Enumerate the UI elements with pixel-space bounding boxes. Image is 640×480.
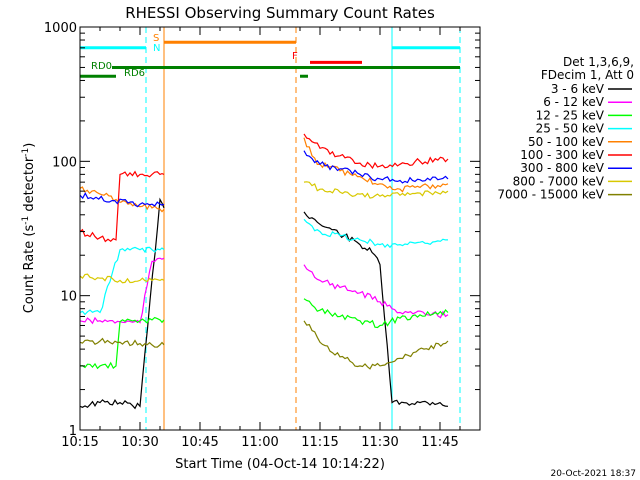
legend-label-0: 3 - 6 keV [551,82,605,96]
series-line-3 [79,218,448,316]
data-series [79,133,449,410]
plot-frame [79,26,481,431]
x-tick-label-1: 10:30 [121,435,158,450]
legend-label-1: 6 - 12 keV [543,95,605,109]
y-tick-label-2: 100 [52,155,77,170]
y-label-part-3: ) [22,143,37,148]
legend-label-7: 800 - 7000 keV [513,174,605,188]
legend: Det 1,3,6,9, FDecim 1, Att 0 3 - 6 keV6 … [497,55,634,202]
legend-label-2: 12 - 25 keV [536,108,605,122]
legend-label-5: 100 - 300 keV [520,148,604,162]
y-label-part-2: detector [22,156,37,216]
vertical-markers [79,27,461,430]
y-label-exp-2: -1 [21,148,31,157]
x-tick-label-5: 11:30 [361,435,398,450]
legend-label-8: 7000 - 15000 keV [497,188,604,202]
axes: 10:15 10:30 10:45 11:00 11:15 11:30 11:45 1 10 10… [44,21,481,450]
series-line-2 [79,298,449,370]
y-tick-label-1: 10 [60,290,77,305]
legend-header-line-2: FDecim 1, Att 0 [541,68,634,82]
series-line-1 [79,257,449,325]
footer-date: 20-Oct-2021 18:37 [551,469,636,479]
x-tick-label-2: 10:45 [181,435,218,450]
x-tick-label-0: 10:15 [61,435,98,450]
flag-label-1: S [153,33,159,44]
series-line-6 [79,150,449,208]
flag-label-2: N [153,43,160,54]
flag-label-3: F [292,51,298,62]
flag-label-5: RD6 [124,68,145,79]
series-line-4 [79,137,449,213]
series-line-0 [79,197,449,410]
x-tick-label-6: 11:45 [421,435,458,450]
y-label-exp-1: -1 [21,216,31,225]
x-axis-label: Start Time (04-Oct-14 10:14:22) [175,457,385,472]
y-tick-label-0: 1 [69,424,77,439]
y-tick-label-3: 1000 [44,21,77,36]
x-tick-label-4: 11:15 [301,435,338,450]
flag-bars: SN F RD0 RD6 [80,33,460,79]
flag-label-4: RD0 [91,61,112,72]
y-label-part-1: Count Rate (s [22,225,37,314]
legend-label-6: 300 - 800 keV [520,161,604,175]
legend-label-4: 50 - 100 keV [528,135,605,149]
chart-title: RHESSI Observing Summary Count Rates [125,4,435,22]
series-line-5 [79,133,449,243]
legend-header-line-1: Det 1,3,6,9, [563,55,634,69]
y-axis-label: Count Rate (s-1 detector-1) [21,143,37,314]
series-line-8 [79,320,449,370]
x-tick-label-3: 11:00 [241,435,278,450]
legend-label-3: 25 - 50 keV [536,122,605,136]
series-line-7 [79,181,449,284]
